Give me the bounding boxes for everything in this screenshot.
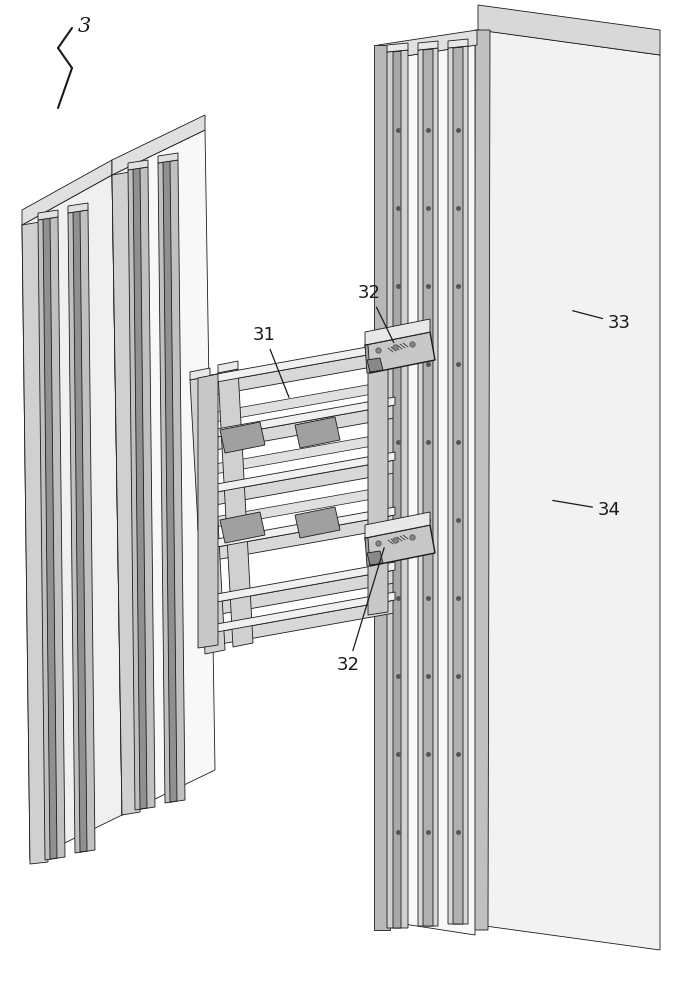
Polygon shape bbox=[198, 380, 395, 425]
Polygon shape bbox=[190, 376, 225, 654]
Polygon shape bbox=[200, 350, 400, 397]
Text: 34: 34 bbox=[553, 500, 621, 519]
Polygon shape bbox=[365, 319, 430, 345]
Polygon shape bbox=[367, 551, 383, 565]
Polygon shape bbox=[393, 51, 401, 928]
Polygon shape bbox=[22, 222, 48, 864]
Polygon shape bbox=[218, 361, 238, 373]
Polygon shape bbox=[478, 5, 660, 55]
Polygon shape bbox=[68, 210, 95, 853]
Polygon shape bbox=[365, 332, 435, 373]
Polygon shape bbox=[368, 341, 393, 361]
Polygon shape bbox=[220, 422, 265, 453]
Polygon shape bbox=[295, 507, 340, 538]
Text: 32: 32 bbox=[337, 548, 384, 674]
Polygon shape bbox=[478, 30, 660, 950]
Polygon shape bbox=[374, 45, 390, 930]
Polygon shape bbox=[22, 160, 112, 225]
Text: 31: 31 bbox=[253, 326, 289, 397]
Polygon shape bbox=[448, 39, 468, 48]
Polygon shape bbox=[365, 512, 430, 538]
Polygon shape bbox=[200, 562, 395, 605]
Polygon shape bbox=[128, 167, 155, 810]
Polygon shape bbox=[368, 534, 393, 554]
Polygon shape bbox=[200, 570, 400, 617]
Polygon shape bbox=[418, 48, 438, 926]
Polygon shape bbox=[200, 592, 395, 635]
Polygon shape bbox=[378, 30, 477, 60]
Polygon shape bbox=[365, 525, 435, 566]
Polygon shape bbox=[133, 168, 147, 809]
Polygon shape bbox=[112, 172, 140, 815]
Polygon shape bbox=[473, 30, 490, 930]
Text: 33: 33 bbox=[572, 311, 631, 332]
Polygon shape bbox=[200, 460, 400, 507]
Polygon shape bbox=[418, 41, 438, 50]
Polygon shape bbox=[387, 50, 408, 928]
Polygon shape bbox=[220, 512, 265, 543]
Polygon shape bbox=[198, 374, 218, 648]
Polygon shape bbox=[38, 210, 58, 220]
Polygon shape bbox=[68, 203, 88, 213]
Polygon shape bbox=[200, 405, 400, 452]
Polygon shape bbox=[43, 218, 57, 859]
Polygon shape bbox=[367, 358, 383, 372]
Polygon shape bbox=[423, 49, 433, 926]
Polygon shape bbox=[200, 342, 395, 385]
Polygon shape bbox=[387, 43, 408, 52]
Polygon shape bbox=[368, 341, 388, 615]
Polygon shape bbox=[128, 160, 148, 170]
Polygon shape bbox=[112, 130, 215, 815]
Polygon shape bbox=[198, 432, 395, 477]
Polygon shape bbox=[22, 175, 122, 860]
Polygon shape bbox=[200, 507, 395, 550]
Polygon shape bbox=[73, 211, 87, 852]
Polygon shape bbox=[200, 452, 395, 495]
Polygon shape bbox=[158, 160, 185, 803]
Polygon shape bbox=[365, 345, 370, 373]
Text: 3: 3 bbox=[78, 17, 91, 36]
Polygon shape bbox=[453, 47, 463, 924]
Polygon shape bbox=[448, 46, 468, 924]
Polygon shape bbox=[365, 538, 370, 566]
Polygon shape bbox=[200, 397, 395, 440]
Polygon shape bbox=[158, 153, 178, 163]
Text: 32: 32 bbox=[358, 284, 394, 343]
Polygon shape bbox=[378, 45, 475, 935]
Polygon shape bbox=[200, 600, 400, 647]
Polygon shape bbox=[163, 161, 177, 802]
Polygon shape bbox=[295, 417, 340, 448]
Polygon shape bbox=[112, 115, 205, 175]
Polygon shape bbox=[200, 515, 400, 562]
Polygon shape bbox=[190, 368, 210, 380]
Polygon shape bbox=[218, 369, 253, 647]
Polygon shape bbox=[198, 485, 395, 530]
Polygon shape bbox=[38, 217, 65, 860]
